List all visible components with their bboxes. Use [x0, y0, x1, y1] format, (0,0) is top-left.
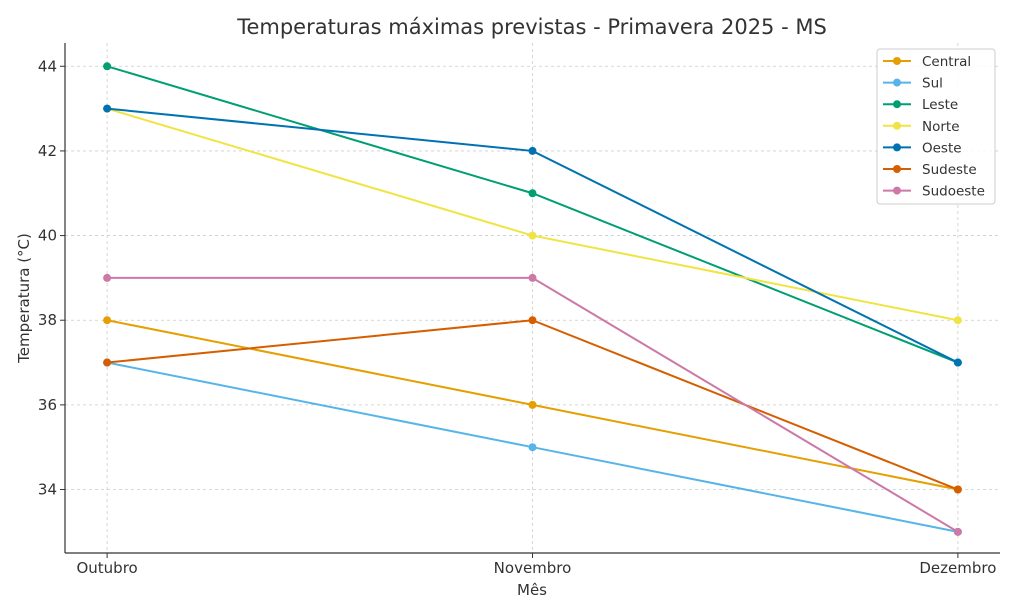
y-axis-label: Temperatura (°C) [15, 233, 33, 364]
legend-label: Norte [922, 119, 960, 135]
data-point [528, 231, 537, 240]
data-point [103, 358, 112, 367]
legend-item: Sudeste [883, 162, 977, 178]
legend-label: Leste [922, 97, 958, 113]
chart-title: Temperaturas máximas previstas - Primave… [236, 15, 827, 39]
legend-label: Sudoeste [922, 184, 985, 200]
data-point [528, 316, 537, 325]
data-point [103, 273, 112, 282]
legend-marker [893, 143, 901, 152]
data-point [953, 485, 962, 494]
y-tick-label: 38 [38, 311, 57, 329]
x-tick-label: Novembro [494, 559, 572, 577]
data-point [103, 104, 112, 113]
legend-box [876, 48, 996, 205]
legend-item: Sudoeste [883, 184, 985, 200]
legend-marker [893, 165, 901, 173]
legend-marker [893, 121, 901, 130]
series-group [103, 62, 962, 536]
data-point [528, 400, 537, 409]
data-point [103, 316, 112, 325]
legend-item: Central [883, 54, 971, 70]
legend-marker [893, 186, 901, 195]
data-point [953, 358, 962, 367]
y-tick-label: 36 [38, 396, 57, 414]
series-oeste [103, 104, 962, 367]
legend-label: Central [922, 54, 971, 70]
legend-item: Sul [883, 76, 943, 92]
y-tick-label: 40 [38, 227, 57, 245]
x-tick-label: Dezembro [919, 559, 996, 577]
data-point [953, 527, 962, 536]
legend-item: Leste [883, 97, 958, 113]
legend-item: Oeste [883, 140, 962, 156]
legend: Central Sul Leste Norte Oeste Sudeste Sudoeste [876, 48, 996, 205]
x-tick-label: Outubro [76, 559, 137, 577]
legend-item: Norte [883, 119, 960, 135]
data-point [953, 316, 962, 325]
axes: 34 36 38 40 42 44 Outubro Novembro Dezembro [38, 43, 1000, 577]
grid [65, 43, 1000, 553]
legend-label: Sudeste [922, 162, 977, 178]
y-tick-label: 34 [38, 481, 57, 499]
data-point [528, 189, 537, 198]
data-point [528, 146, 537, 155]
y-tick-label: 42 [38, 142, 57, 160]
legend-label: Sul [922, 76, 943, 92]
x-axis-label: Mês [517, 581, 547, 599]
legend-marker [893, 78, 901, 87]
legend-label: Oeste [922, 140, 962, 156]
data-point [103, 62, 112, 71]
data-point [528, 443, 537, 452]
data-point [528, 273, 537, 282]
series-sudoeste [103, 273, 962, 536]
series-sudeste [103, 316, 962, 494]
y-tick-label: 44 [38, 57, 57, 75]
legend-marker [893, 100, 901, 109]
legend-marker [893, 57, 901, 65]
